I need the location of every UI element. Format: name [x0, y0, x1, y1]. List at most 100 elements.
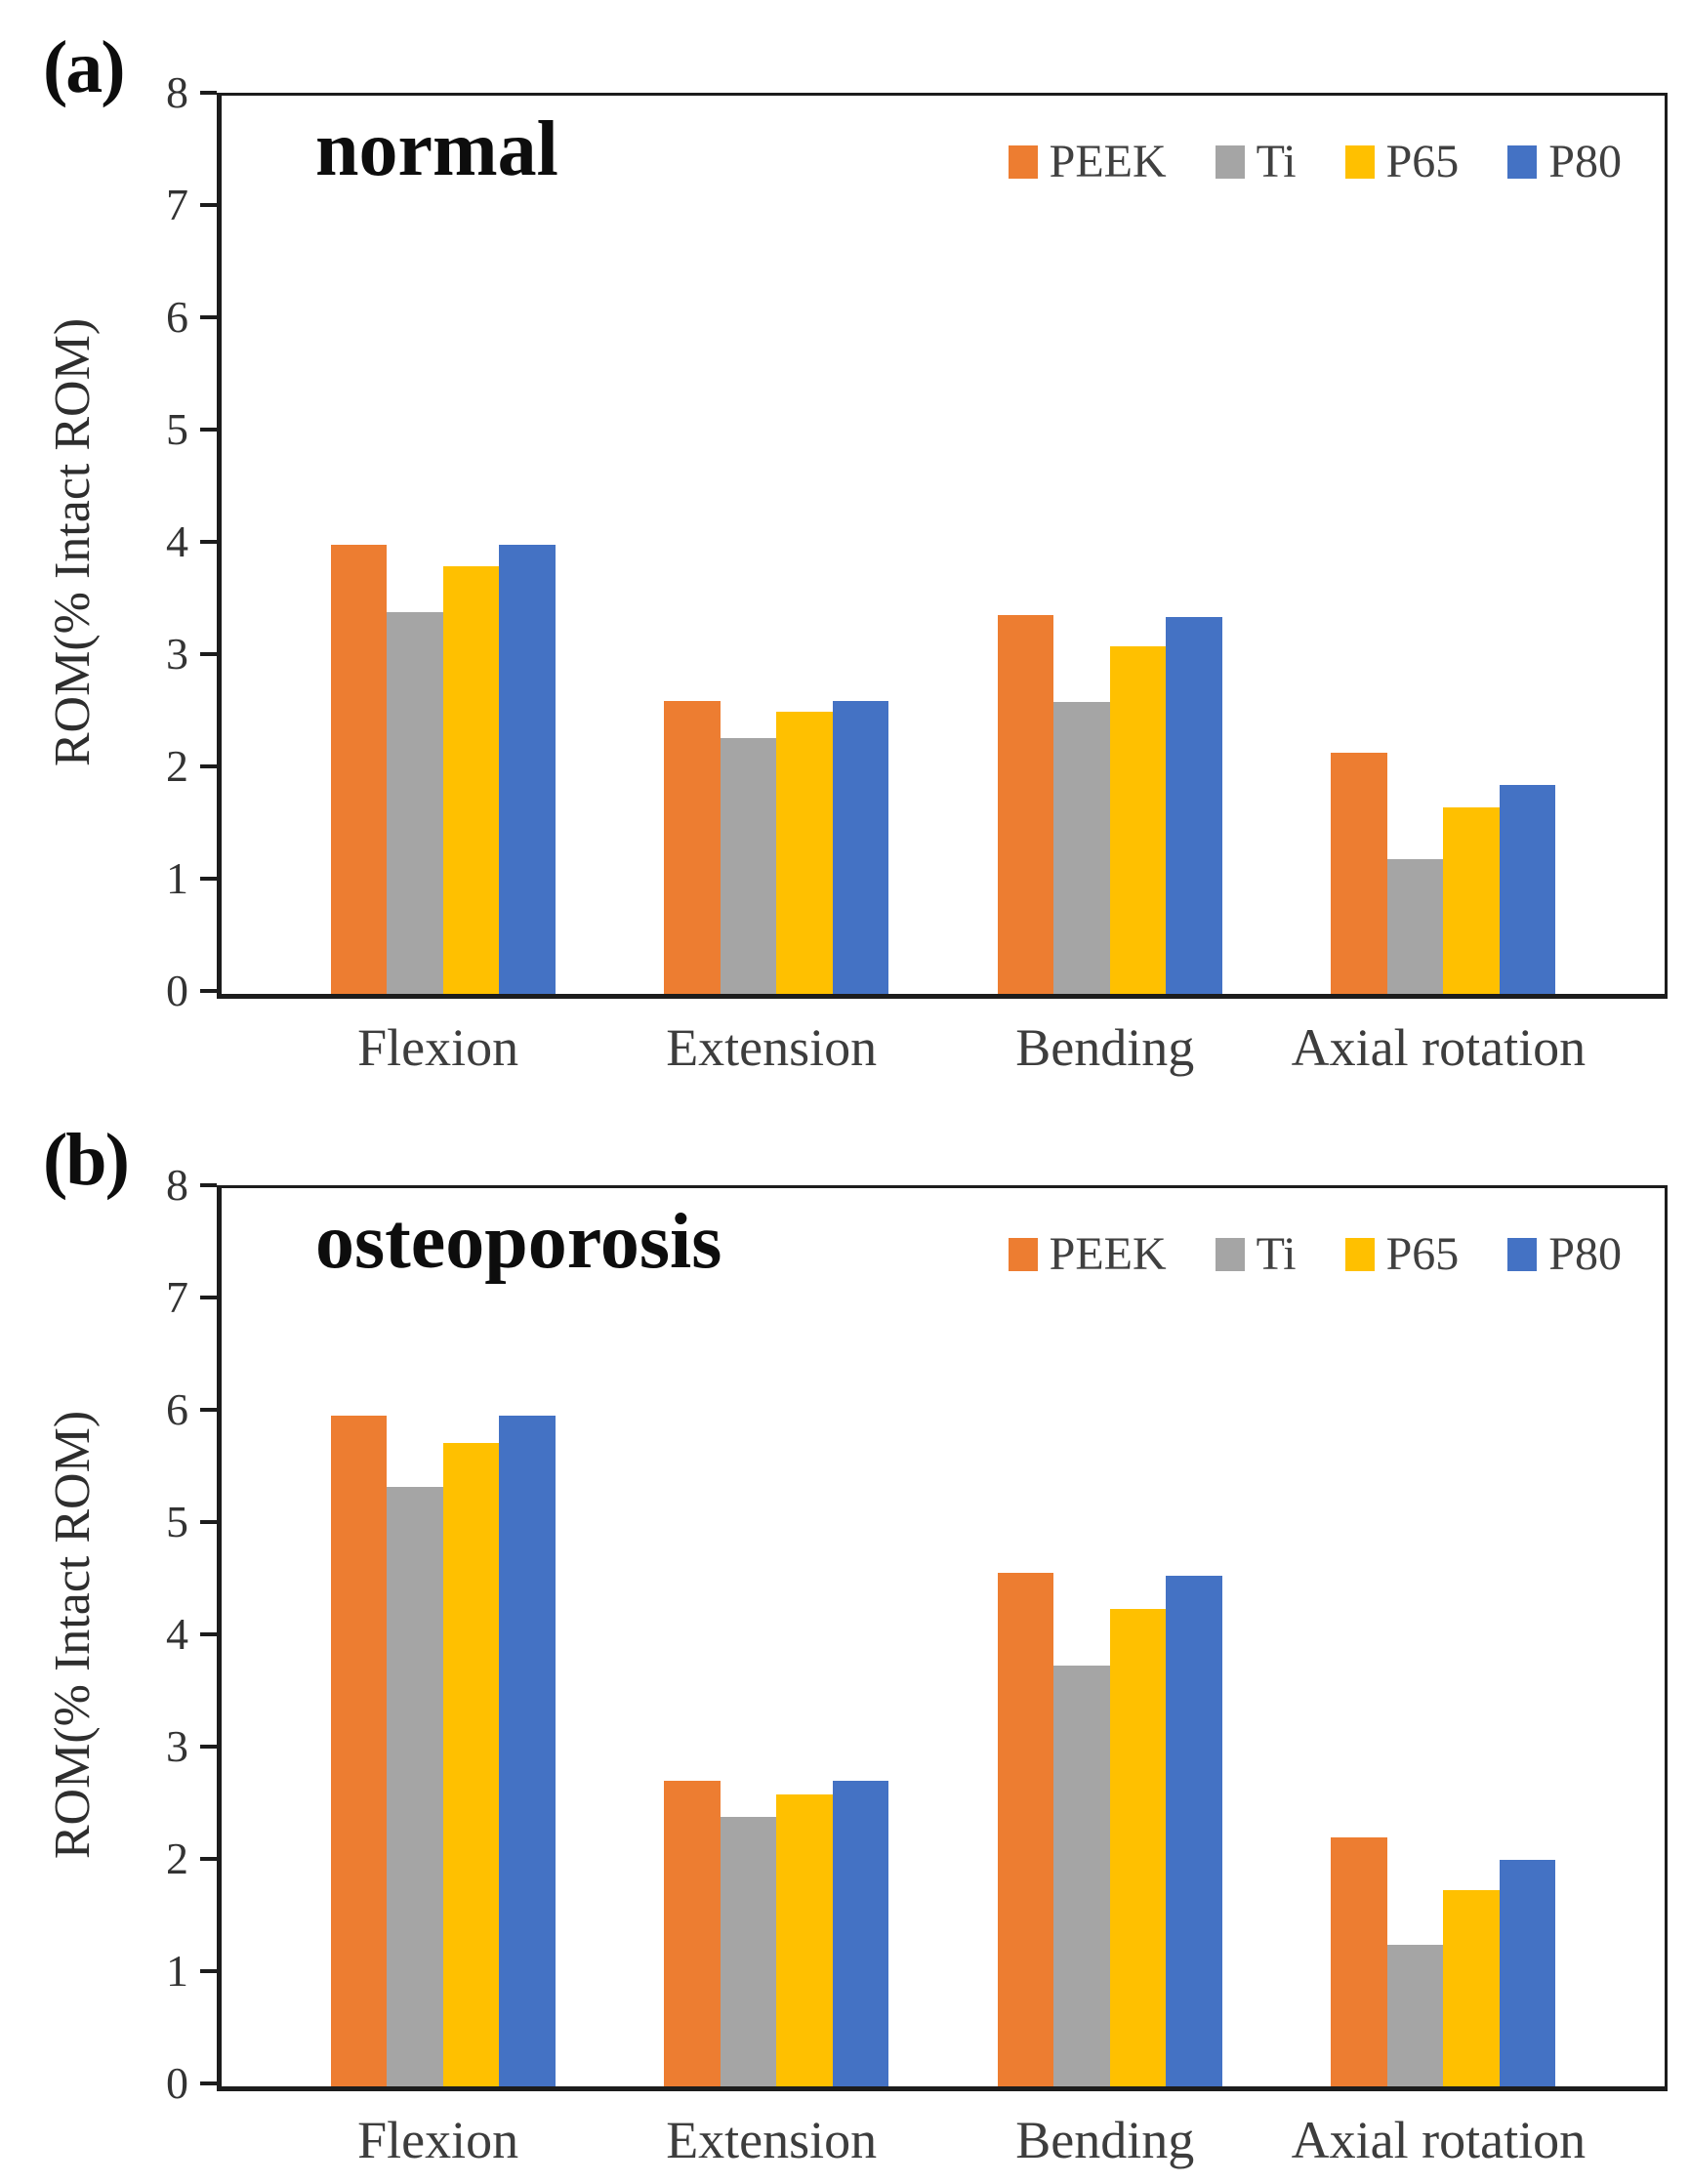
y-tick-label: 0 — [166, 2058, 188, 2108]
y-tick-label: 6 — [166, 292, 188, 342]
y-tick: 0 — [166, 2061, 217, 2106]
y-tick-mark — [200, 1969, 217, 1973]
legend-label: P65 — [1385, 1228, 1460, 1280]
y-tick-mark — [200, 1183, 217, 1187]
bar-ti — [720, 737, 777, 994]
bar-ti — [1053, 702, 1110, 994]
y-tick: 3 — [166, 632, 217, 677]
y-tick: 7 — [166, 183, 217, 227]
y-tick-mark — [200, 989, 217, 993]
legend-item: P80 — [1507, 139, 1622, 185]
legend-swatch-icon — [1215, 1238, 1245, 1271]
y-tick-label: 7 — [166, 1272, 188, 1322]
legend-item: Ti — [1215, 139, 1297, 185]
x-axis-labels: Flexion Extension Bending Axial rotation — [217, 2110, 1660, 2170]
y-tick: 8 — [166, 70, 217, 115]
bar-peek — [1331, 752, 1387, 994]
bar-group — [1331, 1188, 1556, 2086]
bar-peek — [997, 615, 1054, 994]
y-tick-mark — [200, 1296, 217, 1299]
legend-item: PEEK — [1008, 1231, 1167, 1278]
y-axis-ticks: 8 7 6 5 4 3 2 1 0 — [0, 70, 217, 1013]
legend-item: PEEK — [1008, 136, 1167, 187]
bar-peek — [664, 1781, 721, 2086]
y-tick-mark — [200, 764, 217, 768]
x-axis-category-label: Axial rotation — [1291, 2111, 1587, 2169]
chart-title: normal — [315, 106, 558, 192]
y-tick-label: 3 — [166, 1721, 188, 1771]
legend-swatch-icon — [1008, 145, 1038, 179]
x-axis-category-label: Extension — [666, 2111, 878, 2169]
y-tick-label: 4 — [166, 1609, 188, 1659]
legend-swatch-icon — [1344, 145, 1375, 179]
y-tick-label: 7 — [166, 180, 188, 229]
y-tick: 3 — [166, 1724, 217, 1769]
x-axis-category-label: Bending — [1015, 2111, 1195, 2169]
bar-ti — [387, 612, 443, 994]
bar-p80 — [1166, 1575, 1222, 2086]
y-tick-mark — [200, 652, 217, 656]
y-tick: 5 — [166, 1500, 217, 1545]
y-tick-label: 6 — [166, 1384, 188, 1434]
bar-group — [664, 96, 889, 994]
bar-group — [997, 96, 1222, 994]
bar-p65 — [442, 565, 500, 994]
y-tick-label: 1 — [166, 853, 188, 903]
legend-swatch-icon — [1507, 145, 1538, 179]
legend-swatch-icon — [1507, 1238, 1538, 1271]
y-tick-label: 3 — [166, 629, 188, 679]
bar-peek — [997, 1573, 1054, 2086]
y-tick-mark — [200, 2081, 217, 2085]
legend: PEEK Ti P65 P80 — [1008, 136, 1622, 187]
y-tick-mark — [200, 91, 217, 95]
legend-label: P80 — [1548, 1228, 1622, 1280]
y-tick-mark — [200, 1632, 217, 1636]
chart-title: osteoporosis — [315, 1199, 722, 1285]
y-tick-mark — [200, 540, 217, 544]
y-tick: 2 — [166, 1836, 217, 1881]
bar-p65 — [1109, 1609, 1167, 2086]
bar-group — [664, 1188, 889, 2086]
y-tick: 4 — [166, 1612, 217, 1657]
bar-ti — [1386, 859, 1444, 994]
x-axis-category-label: Bending — [1015, 1018, 1195, 1077]
y-tick-label: 4 — [166, 516, 188, 566]
bar-p80 — [499, 545, 556, 994]
bar-peek — [330, 1416, 388, 2086]
bar-p80 — [1166, 616, 1222, 994]
x-axis-category-label: Flexion — [357, 2111, 519, 2169]
y-tick-mark — [200, 315, 217, 319]
legend-swatch-icon — [1008, 1238, 1038, 1271]
y-tick-label: 5 — [166, 404, 188, 454]
legend-label: PEEK — [1049, 136, 1167, 187]
bars — [222, 96, 1665, 994]
y-tick: 4 — [166, 519, 217, 564]
bar-group — [1331, 96, 1556, 994]
y-tick: 1 — [166, 1949, 217, 1994]
plot-area: osteoporosis PEEK Ti P65 P80 — [217, 1185, 1668, 2091]
legend-label: Ti — [1256, 1228, 1297, 1280]
bar-p65 — [1443, 807, 1500, 994]
y-tick: 0 — [166, 968, 217, 1013]
legend-item: P65 — [1344, 1228, 1460, 1280]
y-axis-ticks: 8 7 6 5 4 3 2 1 0 — [0, 1163, 217, 2106]
legend-label: P80 — [1548, 136, 1622, 187]
y-tick-mark — [200, 203, 217, 207]
bar-p80 — [832, 1781, 889, 2086]
bar-ti — [387, 1486, 443, 2086]
legend-item: P65 — [1344, 139, 1459, 185]
y-tick-label: 8 — [166, 67, 188, 117]
y-tick-label: 1 — [166, 1946, 188, 1996]
y-tick-label: 8 — [166, 1160, 188, 1210]
y-tick-mark — [200, 1745, 217, 1749]
legend-item: P80 — [1507, 1231, 1622, 1278]
bar-p65 — [442, 1443, 500, 2086]
legend-item: Ti — [1215, 1228, 1297, 1280]
bar-ti — [1386, 1945, 1444, 2086]
x-axis-category-label: Extension — [666, 1018, 878, 1077]
y-tick: 7 — [166, 1275, 217, 1320]
bar-p80 — [832, 700, 889, 994]
bar-group — [330, 96, 556, 994]
